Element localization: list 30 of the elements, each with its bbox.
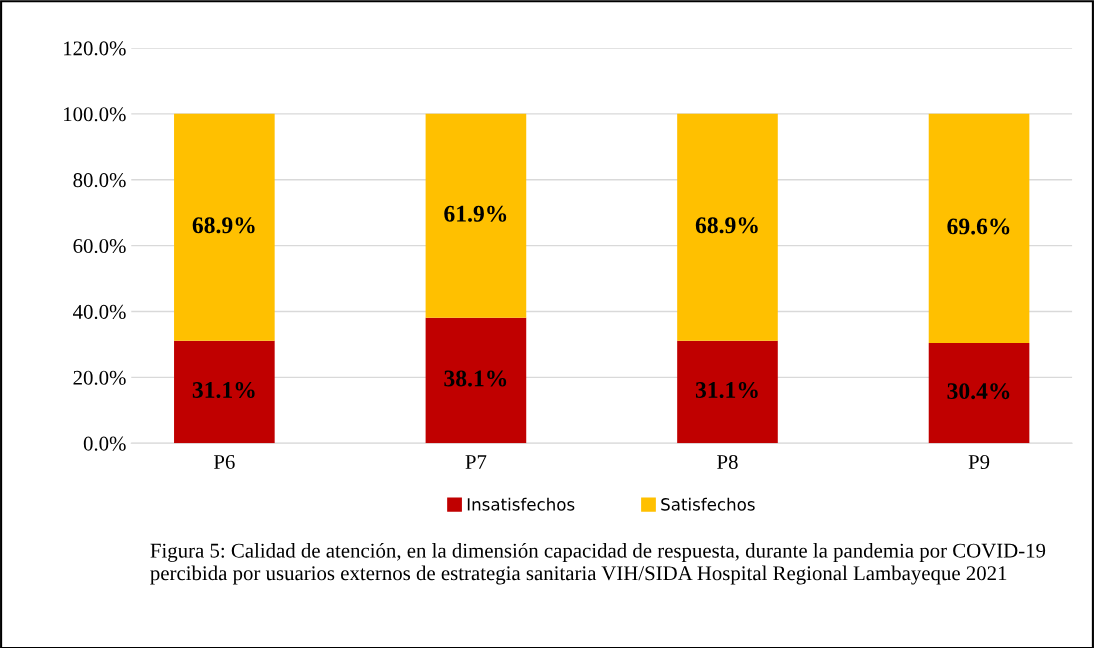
data-label: 31.1% bbox=[192, 381, 255, 399]
y-tick-label: 40.0% bbox=[73, 304, 126, 319]
data-label: 69.6% bbox=[947, 218, 1010, 235]
y-tick-label: 80.0% bbox=[73, 173, 126, 188]
x-tick-label: P9 bbox=[968, 455, 990, 469]
data-label: 31.1% bbox=[695, 381, 758, 399]
y-tick-label: 0.0% bbox=[83, 436, 126, 451]
bar bbox=[174, 340, 275, 444]
bar bbox=[425, 113, 527, 318]
bar bbox=[928, 113, 1030, 344]
x-tick-label: P8 bbox=[717, 454, 738, 469]
bar bbox=[174, 113, 275, 341]
data-label: 68.9% bbox=[695, 217, 758, 234]
legend-label: Satisfechos bbox=[661, 497, 755, 511]
bar bbox=[928, 343, 1030, 444]
bar bbox=[677, 340, 778, 444]
y-tick-label: 20.0% bbox=[73, 370, 126, 385]
text: Figura 5: Calidad de atención, en la dimensión capacidad de respuesta, durante la pandemia por COVID-19 percibida por usuarios externos de estrategia sanitaria VIH/SIDA Hospital Regional Lambayeque 2021 bbox=[150, 542, 1046, 585]
data-label: 38.1% bbox=[444, 370, 507, 387]
y-tick-label: 100.0% bbox=[64, 107, 126, 122]
data-label: 61.9% bbox=[444, 205, 507, 222]
data-label: 30.4% bbox=[947, 383, 1010, 400]
bar bbox=[677, 113, 778, 341]
x-tick-label: P6 bbox=[213, 455, 235, 469]
data-label: 68.9% bbox=[192, 217, 255, 234]
y-tick-label: 120.0% bbox=[64, 41, 126, 56]
x-tick-label: P7 bbox=[465, 455, 487, 469]
bar bbox=[425, 317, 527, 444]
y-tick-label: 60.0% bbox=[73, 238, 126, 254]
legend-label: Insatisfechos bbox=[467, 497, 575, 511]
